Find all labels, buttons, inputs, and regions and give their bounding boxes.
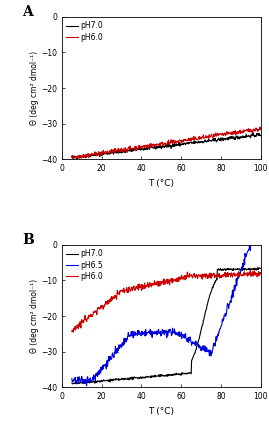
pH7.0: [256, 132, 259, 137]
Line: pH6.5: pH6.5: [72, 217, 261, 386]
pH7.0: [71, 381, 75, 386]
pH6.0: [70, 329, 73, 334]
pH6.0: [162, 142, 165, 147]
pH6.0: [183, 138, 186, 143]
pH6.0: [226, 132, 229, 137]
pH6.0: [183, 274, 186, 279]
pH6.0: [258, 125, 261, 130]
pH7.0: [183, 371, 186, 376]
pH6.0: [160, 280, 164, 285]
pH6.0: [256, 274, 259, 280]
pH6.0: [255, 127, 259, 132]
Line: pH6.0: pH6.0: [72, 270, 261, 332]
Legend: pH7.0, pH6.0: pH7.0, pH6.0: [66, 21, 104, 43]
pH6.0: [173, 140, 176, 145]
pH7.0: [256, 265, 260, 270]
pH6.0: [226, 271, 229, 276]
pH6.5: [160, 328, 164, 333]
pH6.5: [70, 376, 73, 381]
pH7.0: [162, 144, 165, 149]
X-axis label: T (°C): T (°C): [148, 407, 174, 416]
pH6.0: [160, 139, 164, 144]
pH6.5: [259, 214, 262, 219]
pH7.0: [251, 130, 254, 135]
pH7.0: [173, 372, 176, 377]
pH7.0: [70, 155, 73, 160]
pH6.5: [85, 383, 88, 388]
pH7.0: [160, 145, 164, 150]
pH7.0: [183, 141, 186, 146]
pH7.0: [75, 156, 78, 161]
Y-axis label: Θ (deg cm² dmol⁻¹): Θ (deg cm² dmol⁻¹): [30, 279, 40, 353]
pH6.0: [71, 157, 74, 162]
pH7.0: [70, 381, 73, 386]
Legend: pH7.0, pH6.5, pH6.0: pH7.0, pH6.5, pH6.0: [66, 249, 104, 282]
Line: pH6.0: pH6.0: [72, 127, 261, 159]
Y-axis label: Θ (deg cm² dmol⁻¹): Θ (deg cm² dmol⁻¹): [30, 51, 40, 125]
pH6.5: [226, 303, 229, 308]
pH7.0: [162, 373, 165, 378]
pH6.0: [72, 330, 75, 335]
pH6.0: [259, 271, 263, 276]
pH6.0: [173, 278, 176, 283]
pH6.0: [249, 268, 252, 273]
pH6.5: [162, 330, 165, 336]
pH7.0: [259, 133, 263, 138]
Text: A: A: [22, 5, 33, 19]
pH7.0: [173, 144, 176, 149]
pH6.5: [259, 214, 263, 219]
X-axis label: T (°C): T (°C): [148, 179, 174, 188]
pH7.0: [226, 266, 229, 272]
pH6.5: [255, 226, 259, 231]
Line: pH7.0: pH7.0: [72, 133, 261, 159]
pH7.0: [160, 373, 164, 378]
pH6.5: [183, 332, 186, 337]
pH6.5: [173, 327, 176, 332]
Line: pH7.0: pH7.0: [72, 268, 261, 384]
pH6.0: [70, 154, 73, 159]
pH7.0: [259, 266, 263, 271]
pH7.0: [226, 136, 229, 141]
pH6.0: [259, 125, 263, 131]
pH6.0: [162, 279, 165, 284]
Text: B: B: [22, 233, 34, 248]
pH7.0: [255, 267, 259, 272]
